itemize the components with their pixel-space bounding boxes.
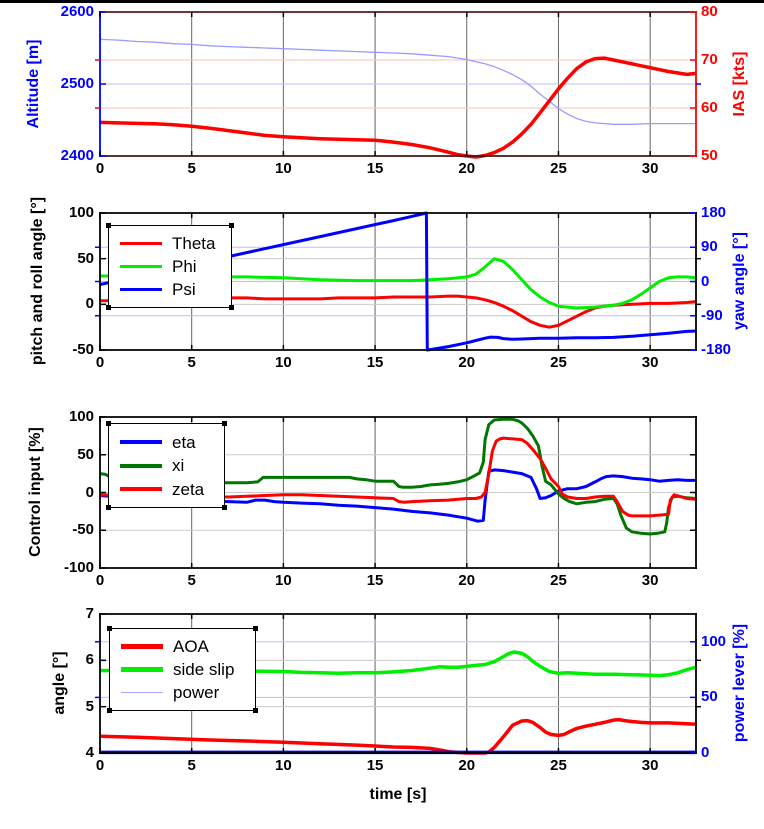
series-Phi xyxy=(100,257,697,310)
legend-label: AOA xyxy=(173,637,209,656)
legend-label: eta xyxy=(172,432,196,452)
legend-aero: AOA side slip power xyxy=(107,626,258,713)
legend-item-zeta: zeta xyxy=(120,481,220,498)
series-side-slip xyxy=(99,650,697,678)
legend-handle xyxy=(253,626,258,631)
series-Psi xyxy=(99,211,697,352)
legend-label: Theta xyxy=(172,234,216,253)
legend-item-aoa: AOA xyxy=(121,638,251,655)
axis-label-power-lever: power lever [%] xyxy=(731,623,748,743)
psi-line-sample xyxy=(120,287,162,292)
legend-handle xyxy=(222,505,227,510)
side-slip-line-sample xyxy=(121,667,163,672)
legend-label: xi xyxy=(172,456,185,475)
series-AOA xyxy=(99,717,697,755)
power-line-sample xyxy=(121,691,163,694)
legend-handle xyxy=(229,305,234,310)
legend-attitude: Theta Phi Psi xyxy=(106,223,234,310)
series-eta xyxy=(99,468,696,523)
phi-line-sample xyxy=(120,264,162,269)
legend-handle xyxy=(107,626,112,631)
legend-controls: eta xi zeta xyxy=(106,421,227,510)
legend-handle xyxy=(253,708,258,713)
theta-line-sample xyxy=(120,241,162,246)
legend-handle xyxy=(106,505,111,510)
axis-label-altitude: Altitude [m] xyxy=(25,39,42,129)
axis-label-pitch-roll: pitch and roll angle [°] xyxy=(29,196,46,366)
zeta-line-sample xyxy=(120,487,162,491)
legend-item-psi: Psi xyxy=(120,281,227,298)
axis-label-ias: IAS [kts] xyxy=(731,51,748,117)
series-zeta xyxy=(99,436,697,518)
axis-label-time: time [s] xyxy=(369,786,427,803)
legend-item-side-slip: side slip xyxy=(121,661,251,678)
legend-handle xyxy=(106,421,111,426)
legend-label: Phi xyxy=(172,257,197,276)
legend-handle xyxy=(229,223,234,228)
legend-item-eta: eta xyxy=(120,434,220,451)
axis-label-angle: angle [°] xyxy=(51,651,68,715)
aoa-line-sample xyxy=(121,644,163,649)
legend-item-xi: xi xyxy=(120,457,220,474)
legend-handle xyxy=(106,305,111,310)
series-Altitude xyxy=(99,38,696,125)
legend-item-power: power xyxy=(121,684,251,701)
legend-handle xyxy=(222,421,227,426)
series-xi xyxy=(99,417,697,536)
axis-label-yaw: yaw angle [°] xyxy=(731,232,748,330)
legend-label: zeta xyxy=(172,479,205,499)
top-rule xyxy=(0,0,764,3)
legend-label: Psi xyxy=(172,280,196,299)
legend-label: power xyxy=(173,683,220,702)
legend-item-theta: Theta xyxy=(120,235,227,252)
xi-line-sample xyxy=(120,463,162,468)
legend-label: side slip xyxy=(173,660,235,679)
eta-line-sample xyxy=(120,440,162,444)
legend-item-phi: Phi xyxy=(120,258,227,275)
axis-label-control-input: Control input [%] xyxy=(27,427,44,557)
legend-handle xyxy=(106,223,111,228)
legend-handle xyxy=(107,708,112,713)
